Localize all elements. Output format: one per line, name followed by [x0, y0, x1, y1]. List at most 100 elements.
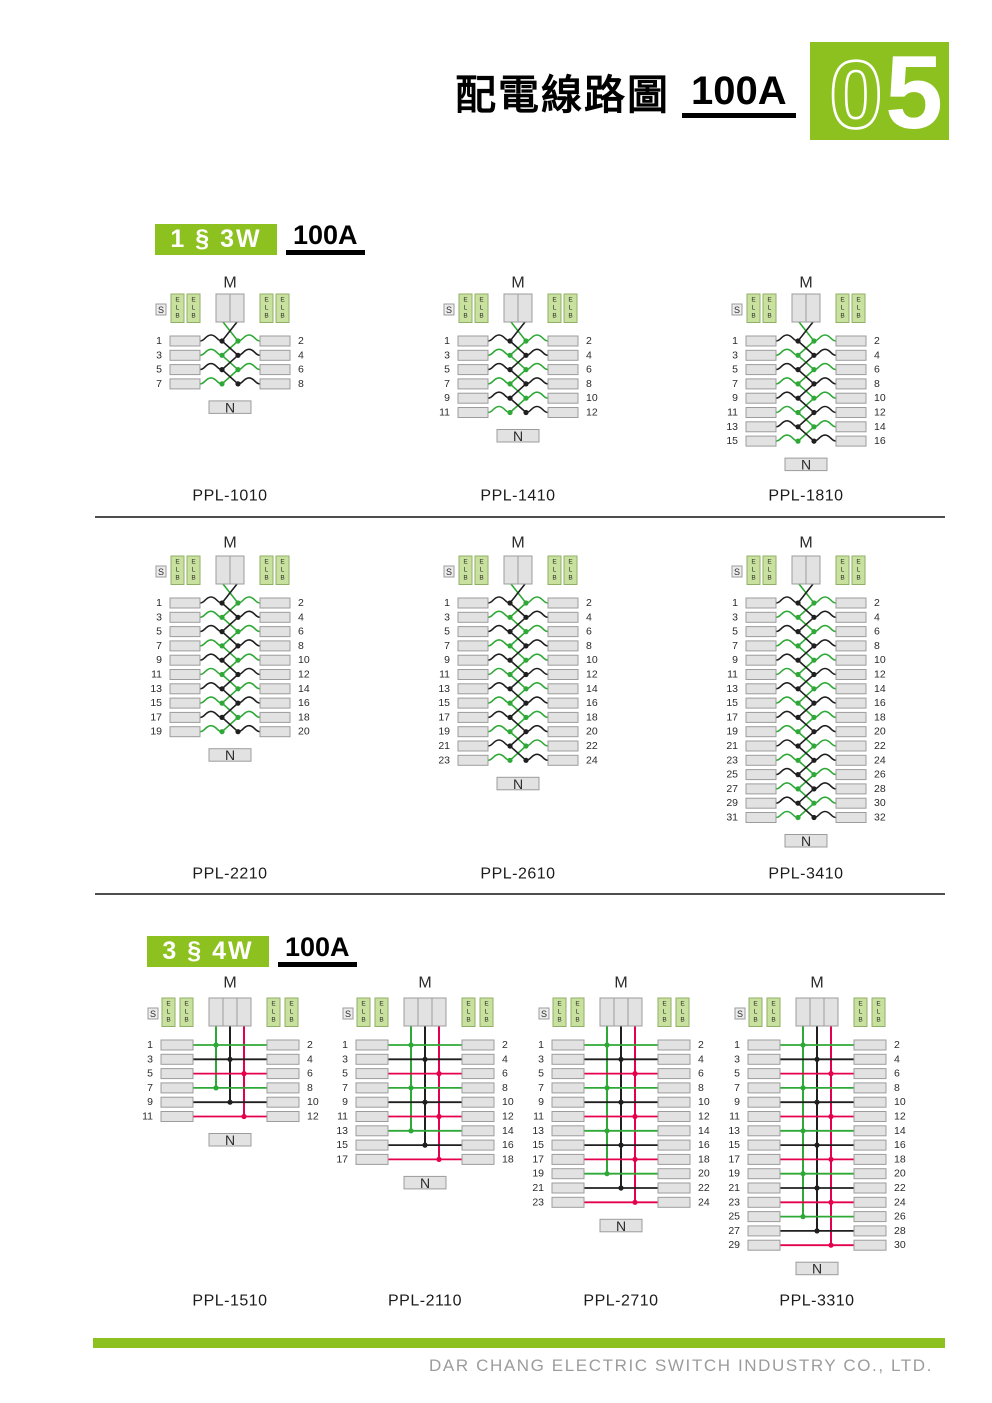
junction-dot	[800, 1171, 806, 1177]
branch-wire	[199, 710, 223, 719]
elb-box	[547, 293, 562, 323]
circuit-number: 24	[586, 754, 598, 766]
branch-breaker-rect	[551, 1068, 585, 1080]
branch-breaker-rect	[169, 364, 201, 376]
branch-breaker-rect	[169, 726, 201, 738]
elb-letter: L	[754, 1009, 758, 1016]
junction-dot	[811, 743, 817, 749]
switch-label: S	[345, 1009, 351, 1019]
elb-letter: L	[480, 567, 484, 574]
main-breaker	[599, 997, 643, 1027]
junction-dot	[811, 729, 817, 735]
branch-wire	[525, 610, 549, 619]
branch-breaker-rect	[547, 407, 579, 418]
branch-wire	[775, 710, 799, 719]
elb-letter: L	[464, 567, 468, 574]
elb-letter: E	[767, 297, 772, 304]
junction-dot	[235, 671, 241, 678]
circuit-number: 9	[538, 1096, 544, 1108]
branch-breaker-rect	[657, 1168, 691, 1180]
branch-breaker-rect	[547, 335, 579, 347]
elb-letter: B	[191, 313, 195, 320]
junction-dot	[828, 1156, 834, 1162]
circuit-number: 9	[444, 392, 450, 404]
elb-box	[762, 555, 777, 585]
elb-letter: E	[856, 297, 861, 304]
circuit-number: 4	[698, 1053, 704, 1065]
branch-breaker-rect	[747, 1068, 781, 1080]
elb-breaker: ELB	[748, 997, 763, 1027]
circuit-number: 20	[698, 1168, 710, 1180]
branch-breaker-rect	[551, 1139, 585, 1151]
elb-letter: L	[569, 567, 573, 574]
junction-dot	[604, 1042, 610, 1048]
elb-letter: B	[463, 313, 467, 320]
junction-dot	[219, 700, 225, 706]
circuit-number: 2	[894, 1039, 900, 1051]
neutral-box	[208, 400, 252, 414]
elb-box	[835, 293, 850, 323]
elb-letter: L	[192, 305, 196, 312]
elb-letter: B	[771, 1017, 775, 1024]
branch-breaker-rect	[551, 1196, 585, 1208]
circuit-number: 18	[698, 1153, 710, 1165]
circuit-number: 15	[726, 435, 738, 447]
circuit-number: 6	[894, 1068, 900, 1080]
circuit-number: 2	[586, 335, 592, 347]
switch-label: S	[446, 567, 452, 577]
junction-dot	[811, 600, 817, 606]
circuit-number: 10	[586, 654, 598, 666]
circuit-number: 10	[874, 654, 886, 666]
junction-dot	[795, 438, 801, 444]
circuit-number: 8	[874, 378, 880, 390]
branch-breaker-rect	[160, 1053, 194, 1065]
junction-dot	[811, 786, 817, 792]
junction-dot	[814, 1185, 820, 1191]
branch-wire	[813, 362, 837, 371]
branch-breaker-rect	[745, 654, 777, 666]
branch-wire	[525, 724, 549, 733]
neutral-label: N	[513, 428, 523, 444]
branch-wire	[775, 334, 799, 342]
branch-wire	[487, 639, 511, 647]
junction-dot	[507, 395, 513, 401]
junction-dot	[523, 757, 529, 763]
circuit-number: 1	[147, 1039, 153, 1051]
branch-breaker-rect	[169, 597, 201, 609]
branch-breaker-rect	[853, 1168, 887, 1180]
elb-breaker: ELB	[547, 555, 562, 585]
junction-dot	[523, 743, 529, 749]
junction-dot	[811, 395, 817, 401]
circuit-number: 6	[298, 364, 304, 376]
circuit-number: 1	[342, 1039, 348, 1051]
circuit-number: 8	[502, 1082, 508, 1094]
branch-breaker-rect	[835, 378, 867, 390]
circuit-number: 4	[298, 349, 304, 361]
section-header-3p4w: 3 § 4W 100A	[147, 934, 357, 967]
branch-wire	[237, 624, 261, 633]
branch-wire	[525, 710, 549, 719]
circuit-number: 5	[444, 626, 450, 638]
circuit-number: 22	[894, 1182, 906, 1194]
branch-breaker-rect	[835, 349, 867, 361]
elb-breaker: ELB	[766, 997, 781, 1027]
elb-letter: B	[361, 1017, 365, 1024]
circuit-number: 5	[732, 364, 738, 376]
junction-dot	[235, 686, 241, 692]
branch-breaker-rect	[745, 711, 777, 723]
circuit-number: 13	[438, 683, 450, 695]
branch-breaker-rect	[835, 754, 867, 766]
branch-breaker-rect	[853, 1068, 887, 1080]
elb-box	[766, 997, 781, 1027]
elb-letter: L	[841, 305, 845, 312]
elb-box	[474, 555, 489, 585]
circuit-number: 3	[147, 1053, 153, 1065]
elb-box	[275, 555, 290, 585]
circuit-number: 16	[298, 697, 310, 709]
elb-letter: E	[289, 1001, 294, 1008]
junction-dot	[811, 686, 817, 692]
junction-dot	[795, 643, 801, 649]
elb-letter: L	[265, 305, 269, 312]
circuit-number: 4	[874, 611, 880, 623]
